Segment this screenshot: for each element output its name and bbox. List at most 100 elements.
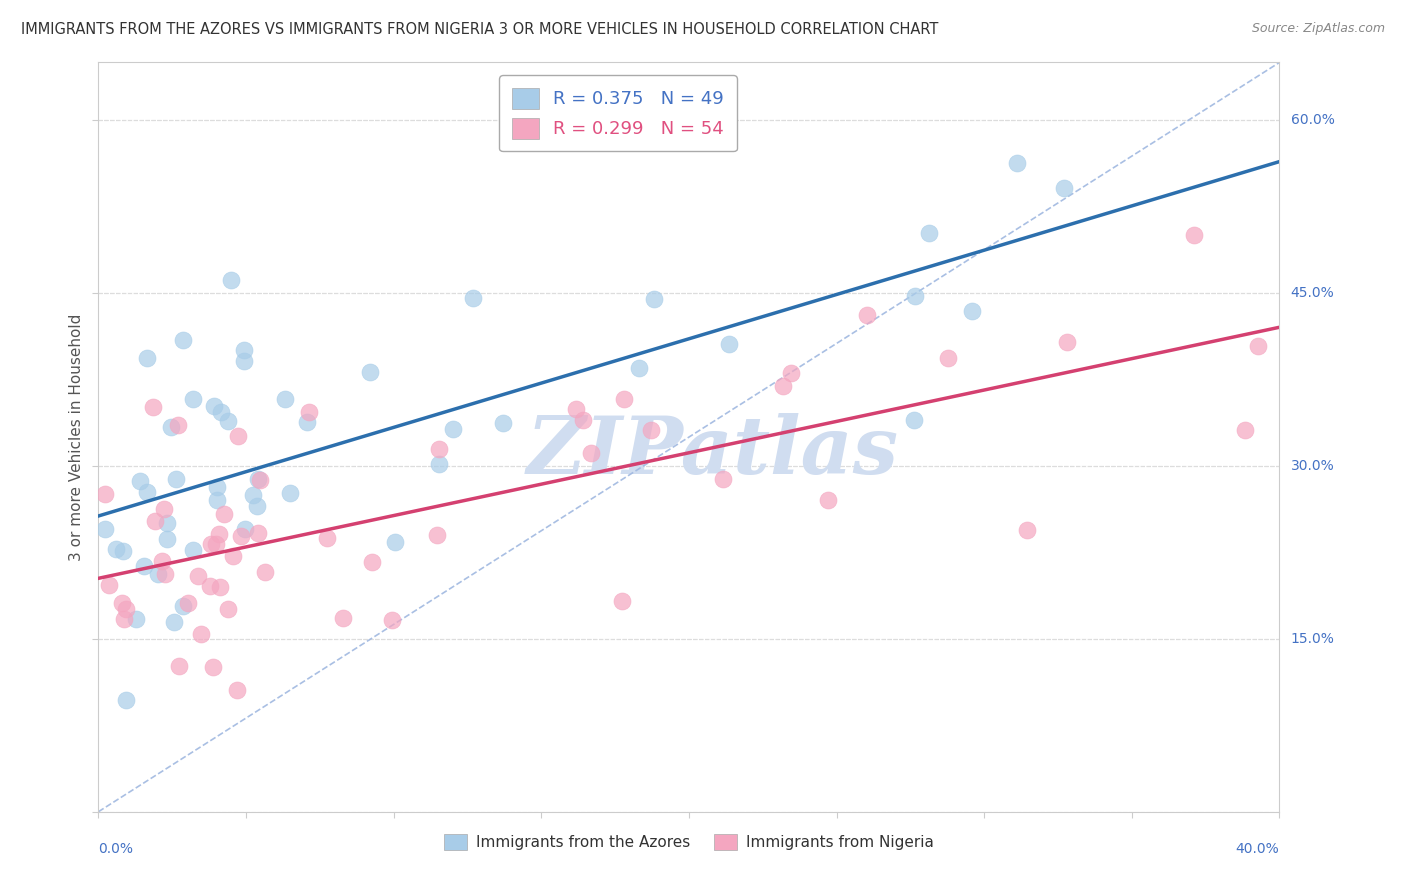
Point [225, 683, 247, 698]
Point [231, 529, 253, 543]
Point [904, 289, 927, 303]
Point [214, 508, 236, 522]
Point [332, 611, 354, 625]
Point [202, 400, 225, 414]
Point [207, 480, 229, 494]
Point [156, 532, 179, 546]
Point [159, 420, 181, 434]
Point [200, 579, 222, 593]
Text: IMMIGRANTS FROM THE AZORES VS IMMIGRANTS FROM NIGERIA 3 OR MORE VEHICLES IN HOUS: IMMIGRANTS FROM THE AZORES VS IMMIGRANTS… [21, 22, 938, 37]
Point [426, 527, 449, 541]
Point [181, 392, 204, 406]
Point [962, 304, 984, 318]
Point [772, 379, 794, 393]
Point [1053, 181, 1076, 195]
Point [190, 627, 212, 641]
Point [233, 343, 256, 357]
Point [135, 484, 157, 499]
Point [917, 226, 939, 240]
Point [718, 336, 741, 351]
Point [627, 361, 650, 376]
Point [136, 351, 159, 365]
Point [217, 414, 239, 428]
Point [856, 308, 879, 322]
Point [779, 366, 801, 380]
Point [579, 446, 602, 460]
Point [181, 542, 204, 557]
Text: 15.0%: 15.0% [1291, 632, 1334, 646]
Point [1015, 523, 1038, 537]
Y-axis label: 3 or more Vehicles in Household: 3 or more Vehicles in Household [69, 313, 84, 561]
Point [492, 416, 515, 430]
Point [177, 596, 200, 610]
Point [1182, 228, 1205, 243]
Text: 60.0%: 60.0% [1291, 113, 1334, 127]
Point [226, 429, 249, 443]
Point [640, 424, 662, 438]
Point [162, 615, 184, 629]
Point [613, 392, 636, 406]
Point [143, 514, 166, 528]
Point [167, 417, 190, 432]
Point [200, 536, 222, 550]
Point [222, 549, 245, 564]
Point [112, 543, 135, 558]
Text: Source: ZipAtlas.com: Source: ZipAtlas.com [1251, 22, 1385, 36]
Point [1056, 334, 1078, 349]
Point [711, 472, 734, 486]
Point [152, 502, 174, 516]
Text: 0.0%: 0.0% [98, 842, 134, 856]
Point [360, 555, 382, 569]
Point [132, 559, 155, 574]
Point [129, 474, 152, 488]
Point [146, 566, 169, 581]
Text: 30.0%: 30.0% [1291, 458, 1334, 473]
Point [643, 293, 665, 307]
Point [246, 499, 269, 513]
Point [1007, 156, 1029, 170]
Point [208, 580, 231, 594]
Point [94, 486, 117, 500]
Point [112, 612, 135, 626]
Point [142, 400, 165, 414]
Point [114, 693, 136, 707]
Point [208, 527, 231, 541]
Point [153, 567, 176, 582]
Point [441, 422, 464, 436]
Legend: Immigrants from the Azores, Immigrants from Nigeria: Immigrants from the Azores, Immigrants f… [437, 827, 941, 858]
Point [111, 596, 134, 610]
Point [205, 537, 228, 551]
Point [297, 415, 319, 429]
Point [1234, 423, 1257, 437]
Point [246, 472, 269, 486]
Point [936, 351, 959, 366]
Point [253, 565, 276, 579]
Point [427, 457, 450, 471]
Point [817, 493, 839, 508]
Point [150, 554, 173, 568]
Point [172, 599, 194, 613]
Point [221, 273, 243, 287]
Point [165, 472, 187, 486]
Point [903, 413, 925, 427]
Point [427, 442, 450, 457]
Point [187, 569, 209, 583]
Point [242, 488, 264, 502]
Point [246, 525, 269, 540]
Point [205, 492, 228, 507]
Point [249, 473, 271, 487]
Point [201, 660, 224, 674]
Point [172, 333, 194, 347]
Text: ZIPatlas: ZIPatlas [526, 413, 898, 491]
Point [610, 594, 633, 608]
Point [315, 531, 337, 545]
Point [381, 613, 404, 627]
Point [274, 392, 297, 406]
Point [298, 405, 321, 419]
Point [233, 353, 256, 368]
Point [235, 523, 257, 537]
Point [359, 365, 381, 379]
Point [278, 486, 301, 500]
Point [125, 612, 148, 626]
Text: 45.0%: 45.0% [1291, 286, 1334, 300]
